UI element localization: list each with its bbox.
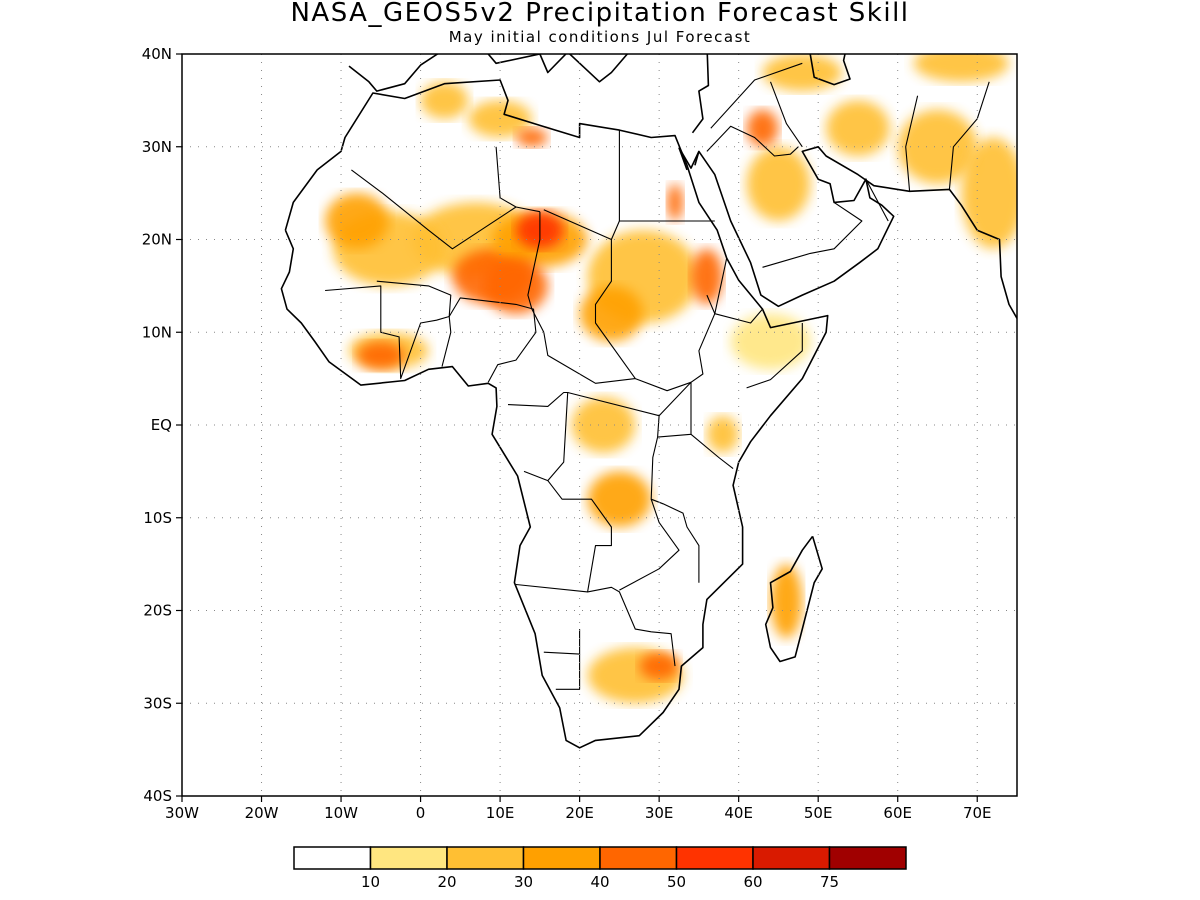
colorbar-label: 50 bbox=[667, 873, 686, 891]
lon-tick-label: 20E bbox=[565, 804, 594, 822]
lat-tick-label: 10N bbox=[142, 323, 172, 341]
skill-patch-16 bbox=[770, 564, 803, 639]
country-border-19 bbox=[746, 323, 803, 389]
coastlines bbox=[280, 54, 1017, 749]
madagascar-coastline bbox=[764, 535, 824, 663]
lat-tick-label: 20N bbox=[142, 231, 172, 249]
skill-patch-21 bbox=[897, 109, 978, 184]
arabia-coastline bbox=[694, 146, 1017, 319]
lon-tick-label: 40E bbox=[724, 804, 753, 822]
skill-patch-22 bbox=[961, 137, 1017, 249]
skill-patch-3 bbox=[484, 258, 548, 314]
colorbar-label: 60 bbox=[743, 873, 762, 891]
colorbar: 10 20 30 40 50 60 75 bbox=[293, 846, 907, 891]
country-border-17 bbox=[657, 381, 692, 438]
lon-tick-label: 30E bbox=[645, 804, 674, 822]
country-border-1 bbox=[495, 146, 517, 208]
colorbar-swatch-3 bbox=[522, 846, 601, 870]
map-subtitle: May initial conditions Jul Forecast bbox=[448, 28, 752, 46]
colorbar-label: 30 bbox=[514, 873, 533, 891]
country-border-21 bbox=[710, 62, 803, 129]
country-border-26 bbox=[948, 81, 990, 190]
country-border-8 bbox=[543, 332, 636, 384]
lon-tick-label: 0 bbox=[416, 804, 426, 822]
colorbar-swatch-7 bbox=[828, 846, 907, 870]
caspian-coastline bbox=[809, 54, 851, 86]
skill-patch-28 bbox=[667, 183, 683, 221]
skill-patch-10 bbox=[579, 285, 644, 342]
skill-patch-25 bbox=[420, 81, 469, 119]
skill-patch-8 bbox=[356, 341, 405, 370]
country-border-10 bbox=[567, 391, 700, 583]
skill-patch-20 bbox=[826, 100, 890, 157]
skill-patch-19 bbox=[746, 146, 811, 221]
country-border-6 bbox=[325, 280, 452, 380]
skill-patch-15 bbox=[730, 313, 811, 370]
skill-patches bbox=[325, 54, 1017, 704]
sinai-coastline bbox=[678, 147, 700, 169]
map-title: NASA_GEOS5v2 Precipitation Forecast Skil… bbox=[290, 0, 910, 28]
country-border-2 bbox=[527, 211, 545, 333]
skill-patch-11 bbox=[690, 248, 723, 305]
colorbar-swatch-5 bbox=[675, 846, 754, 870]
country-border-13 bbox=[555, 654, 581, 690]
colorbar-swatch-2 bbox=[446, 846, 525, 870]
colorbar-swatch-0 bbox=[293, 846, 372, 870]
colorbar-label: 40 bbox=[590, 873, 609, 891]
lat-tick-label: 40N bbox=[142, 45, 172, 63]
country-border-23 bbox=[762, 201, 863, 268]
colorbar-label: 10 bbox=[361, 873, 380, 891]
country-border-3 bbox=[594, 239, 728, 392]
lon-tick-label: 50E bbox=[804, 804, 833, 822]
lat-tick-label: 40S bbox=[143, 787, 172, 805]
country-border-4 bbox=[618, 130, 715, 222]
lon-tick-label: 60E bbox=[883, 804, 912, 822]
colorbar-swatch-4 bbox=[599, 846, 678, 870]
skill-patch-6 bbox=[325, 193, 389, 249]
country-border-5 bbox=[543, 209, 620, 241]
lat-tick-label: 10S bbox=[143, 509, 172, 527]
lat-tick-label: 30S bbox=[143, 694, 172, 712]
skill-patch-14 bbox=[706, 415, 739, 453]
lon-tick-label: 10W bbox=[324, 804, 358, 822]
lon-tick-label: 70E bbox=[963, 804, 992, 822]
country-border-15 bbox=[619, 499, 680, 591]
lat-tick-label: 20S bbox=[143, 602, 172, 620]
country-border-22 bbox=[769, 81, 803, 148]
colorbar-swatch-6 bbox=[752, 846, 831, 870]
country-border-25 bbox=[905, 95, 919, 192]
country-border-14 bbox=[547, 480, 612, 592]
skill-patch-29 bbox=[746, 109, 779, 147]
country-border-7 bbox=[441, 297, 537, 383]
country-border-18 bbox=[706, 294, 763, 324]
lon-tick-label: 30W bbox=[165, 804, 199, 822]
skill-patch-24 bbox=[913, 54, 1010, 82]
med-north-coastline bbox=[348, 54, 439, 92]
country-border-11 bbox=[515, 583, 676, 667]
skill-patch-23 bbox=[762, 54, 843, 92]
country-border-9 bbox=[507, 391, 569, 482]
skill-patch-18 bbox=[639, 652, 680, 681]
lon-tick-label: 10E bbox=[486, 804, 515, 822]
colorbar-swatch-1 bbox=[369, 846, 448, 870]
country-border-24 bbox=[865, 178, 889, 222]
colorbar-label: 75 bbox=[820, 873, 839, 891]
africa-coastline bbox=[280, 79, 829, 749]
skill-patch-12 bbox=[571, 397, 636, 453]
colorbar-label: 20 bbox=[437, 873, 456, 891]
country-border-20 bbox=[706, 125, 799, 157]
lat-tick-label: EQ bbox=[151, 416, 172, 434]
lon-tick-label: 20W bbox=[245, 804, 279, 822]
skill-patch-13 bbox=[587, 471, 652, 528]
lat-tick-label: 30N bbox=[142, 138, 172, 156]
country-border-0 bbox=[351, 169, 541, 250]
italy-greece-coastline bbox=[487, 54, 710, 134]
country-border-16 bbox=[690, 433, 734, 470]
skill-patch-27 bbox=[516, 128, 548, 147]
country-border-12 bbox=[543, 629, 581, 655]
